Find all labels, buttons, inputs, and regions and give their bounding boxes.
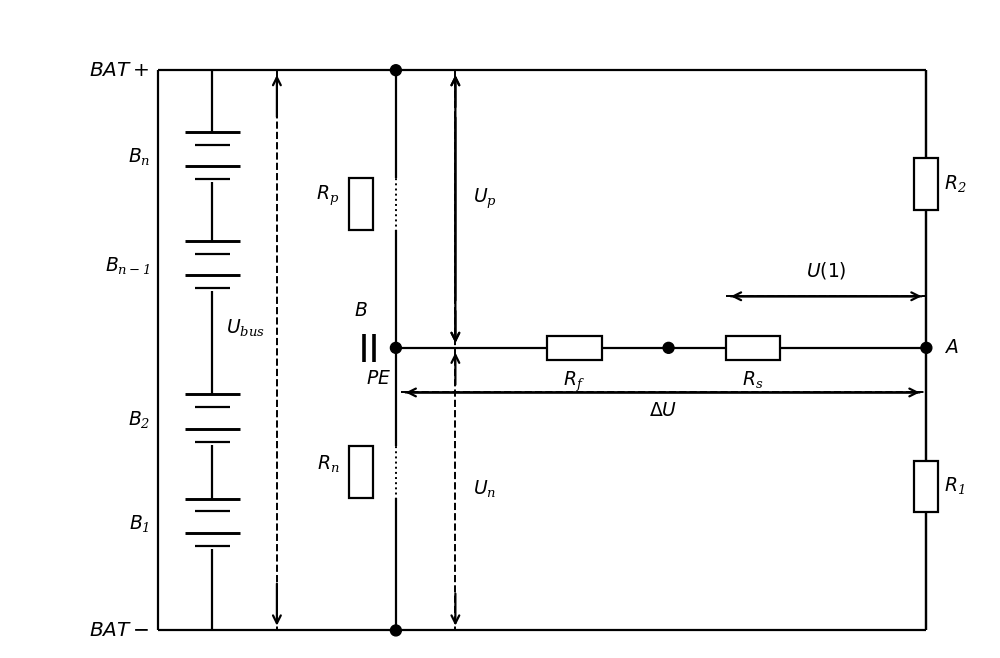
- Text: $U_{\mathregular{p}}$: $U_{\mathregular{p}}$: [473, 187, 497, 211]
- Text: $R_{\mathregular{1}}$: $R_{\mathregular{1}}$: [944, 476, 965, 497]
- Text: $PE$: $PE$: [366, 370, 391, 388]
- Bar: [726, 336, 780, 360]
- Bar: [914, 461, 938, 513]
- Text: $B_{\mathregular{1}}$: $B_{\mathregular{1}}$: [129, 514, 150, 535]
- Circle shape: [663, 342, 674, 353]
- Bar: [349, 446, 373, 497]
- Text: $R_{\mathregular{s}}$: $R_{\mathregular{s}}$: [742, 370, 764, 391]
- Text: $B_{\mathregular{n}}$: $B_{\mathregular{n}}$: [128, 147, 150, 168]
- Text: $B_{\mathregular{2}}$: $B_{\mathregular{2}}$: [128, 409, 150, 431]
- Circle shape: [390, 342, 401, 353]
- Text: $\Delta U$: $\Delta U$: [649, 403, 677, 420]
- Bar: [914, 159, 938, 210]
- Circle shape: [390, 64, 401, 76]
- Text: $R_{\mathregular{f}}$: $R_{\mathregular{f}}$: [563, 370, 585, 394]
- Text: $B$: $B$: [354, 302, 368, 320]
- Text: $R_{\mathregular{n}}$: $R_{\mathregular{n}}$: [317, 453, 339, 474]
- Text: $U_{\mathregular{n}}$: $U_{\mathregular{n}}$: [473, 478, 496, 500]
- Text: $B_{\mathregular{n-1}}$: $B_{\mathregular{n-1}}$: [105, 256, 150, 277]
- Text: $A$: $A$: [944, 339, 959, 357]
- Text: $U_{\mathregular{bus}}$: $U_{\mathregular{bus}}$: [226, 317, 265, 339]
- Text: $R_{\mathregular{p}}$: $R_{\mathregular{p}}$: [316, 184, 339, 209]
- Circle shape: [390, 625, 401, 636]
- Bar: [349, 178, 373, 230]
- Bar: [547, 336, 602, 360]
- Text: $U(1)$: $U(1)$: [806, 261, 847, 282]
- Text: $BAT+$: $BAT+$: [89, 61, 150, 80]
- Text: $R_{\mathregular{2}}$: $R_{\mathregular{2}}$: [944, 174, 967, 195]
- Circle shape: [921, 342, 932, 353]
- Text: $BAT-$: $BAT-$: [89, 621, 150, 640]
